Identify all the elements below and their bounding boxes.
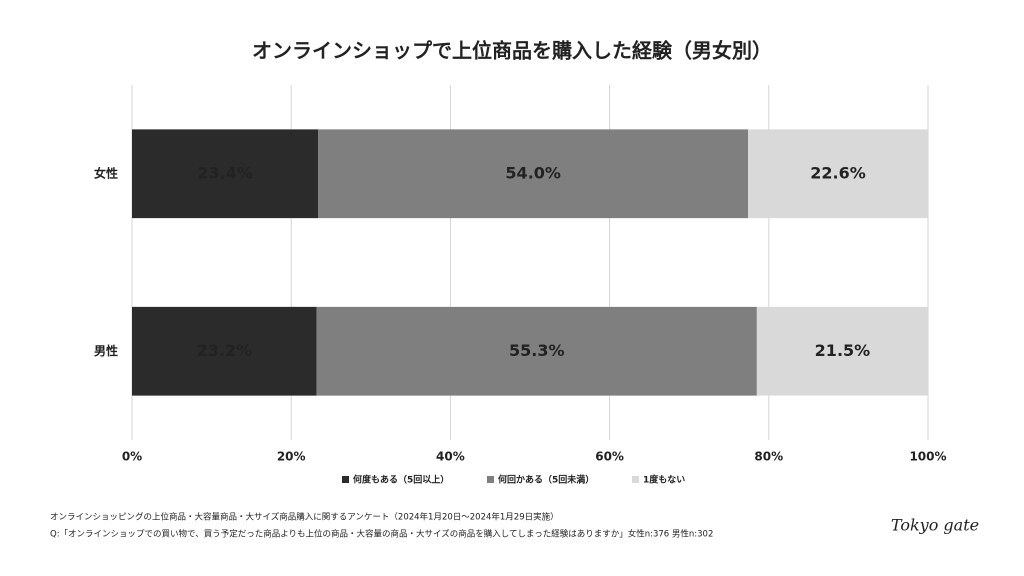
data-label: 23.4% <box>197 163 253 182</box>
legend-label: 何回かある（5回未満） <box>498 474 594 486</box>
x-tick-label: 80% <box>754 450 783 464</box>
legend-label: 1度もない <box>643 474 685 486</box>
x-tick-label: 60% <box>595 450 624 464</box>
note: Q:「オンラインショップでの買い物で、買う予定だった商品よりも上位の商品・大容量… <box>50 529 713 540</box>
x-tick-label: 20% <box>277 450 306 464</box>
bar-segment <box>318 129 749 219</box>
note: オンラインショッピングの上位商品・大容量商品・大サイズ商品購入に関するアンケート… <box>50 512 559 523</box>
x-tick-label: 40% <box>436 450 465 464</box>
x-tick-label: 0% <box>122 450 142 464</box>
legend-marker <box>342 476 349 483</box>
legend-label: 何度もある（5回以上） <box>353 474 449 486</box>
data-label: 23.2% <box>197 341 253 360</box>
y-tick-label: 男性 <box>94 343 118 358</box>
x-tick-label: 100% <box>909 450 946 464</box>
bar-segment <box>316 306 757 396</box>
data-label: 54.0% <box>505 163 561 182</box>
logo: Tokyo gate <box>891 516 979 535</box>
bar-segment <box>748 129 928 219</box>
data-label: 22.6% <box>810 163 866 182</box>
bar-segment <box>132 129 319 219</box>
chart-title: オンラインショップで上位商品を購入した経験（男女別） <box>252 39 772 63</box>
legend-marker <box>487 476 494 483</box>
legend-marker <box>632 476 639 483</box>
data-label: 21.5% <box>815 341 871 360</box>
data-label: 55.3% <box>509 341 565 360</box>
y-tick-label: 女性 <box>94 165 118 180</box>
bar-segment <box>132 306 317 396</box>
bar-segment <box>756 306 928 396</box>
